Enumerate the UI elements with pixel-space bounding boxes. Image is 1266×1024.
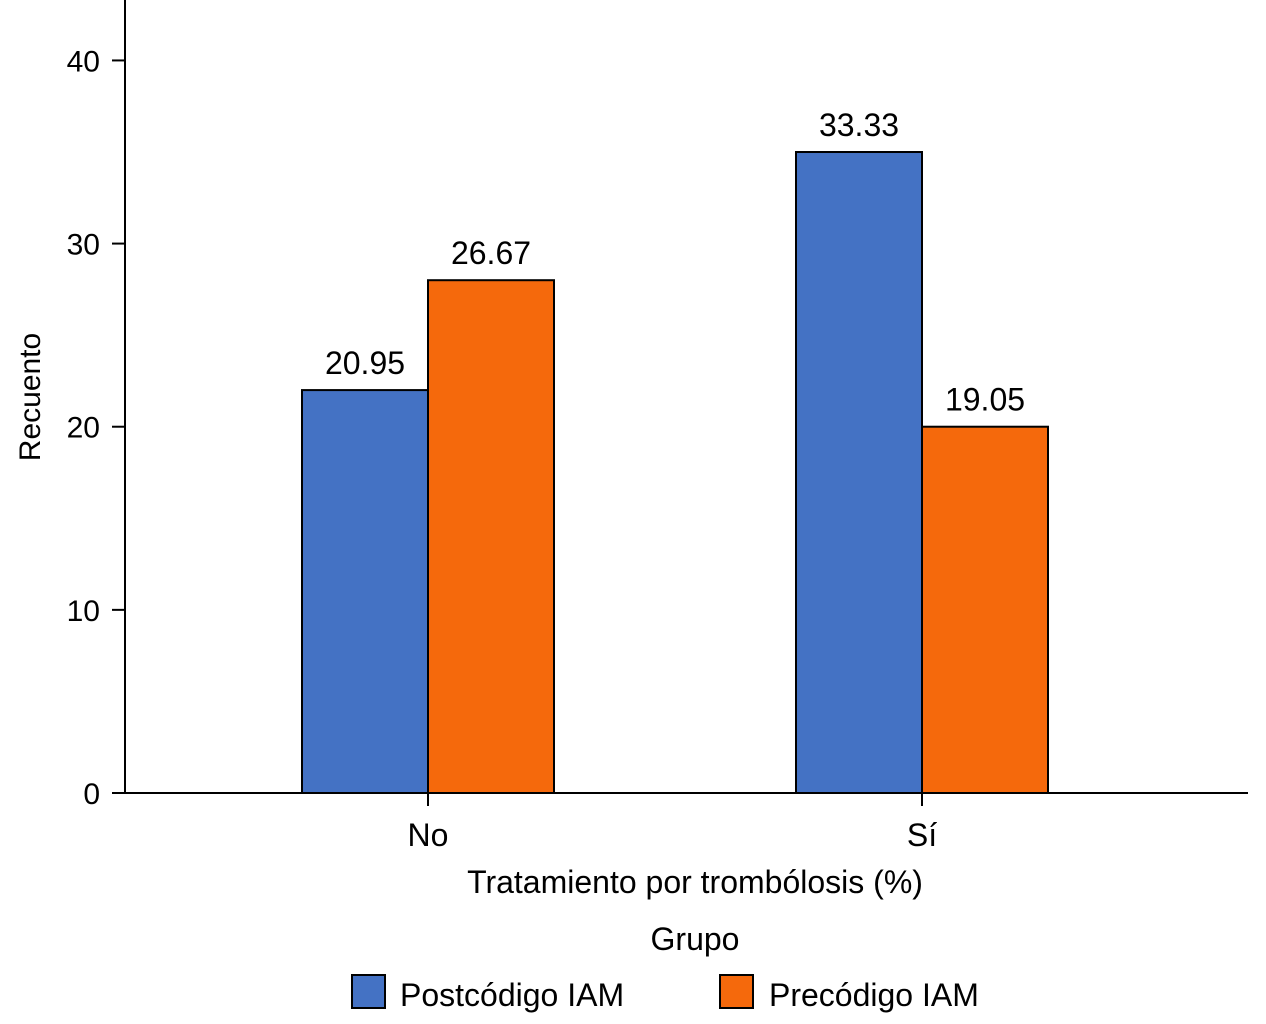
y-tick-label: 30 [67, 229, 100, 262]
bar-postcodigo-0 [301, 389, 429, 794]
legend-label-postcodigo: Postcódigo IAM [400, 977, 624, 1013]
legend-swatch-postcodigo [351, 974, 386, 1009]
legend-label-precodigo: Precódigo IAM [769, 977, 979, 1013]
bar-data-label: 19.05 [945, 382, 1025, 418]
bar-postcodigo-1 [795, 151, 923, 794]
x-axis-label: Tratamiento por trombólosis (%) [467, 864, 923, 900]
legend-title: Grupo [651, 921, 740, 957]
bar-data-label: 33.33 [819, 107, 899, 143]
bar-data-label: 20.95 [325, 345, 405, 381]
legend: Grupo Postcódigo IAM Precódigo IAM [351, 921, 979, 1013]
bar-data-label: 26.67 [451, 235, 531, 271]
x-tick-label: Sí [907, 817, 937, 853]
bar-precodigo-1 [921, 425, 1049, 794]
legend-swatch-precodigo [719, 974, 754, 1009]
bar-precodigo-0 [427, 279, 555, 794]
y-tick-label: 40 [67, 45, 100, 78]
y-tick-label: 20 [67, 412, 100, 445]
x-tick-label: No [408, 817, 449, 853]
y-tick-label: 0 [83, 778, 100, 811]
y-axis-label: Recuento [14, 333, 47, 461]
y-tick-label: 10 [67, 595, 100, 628]
